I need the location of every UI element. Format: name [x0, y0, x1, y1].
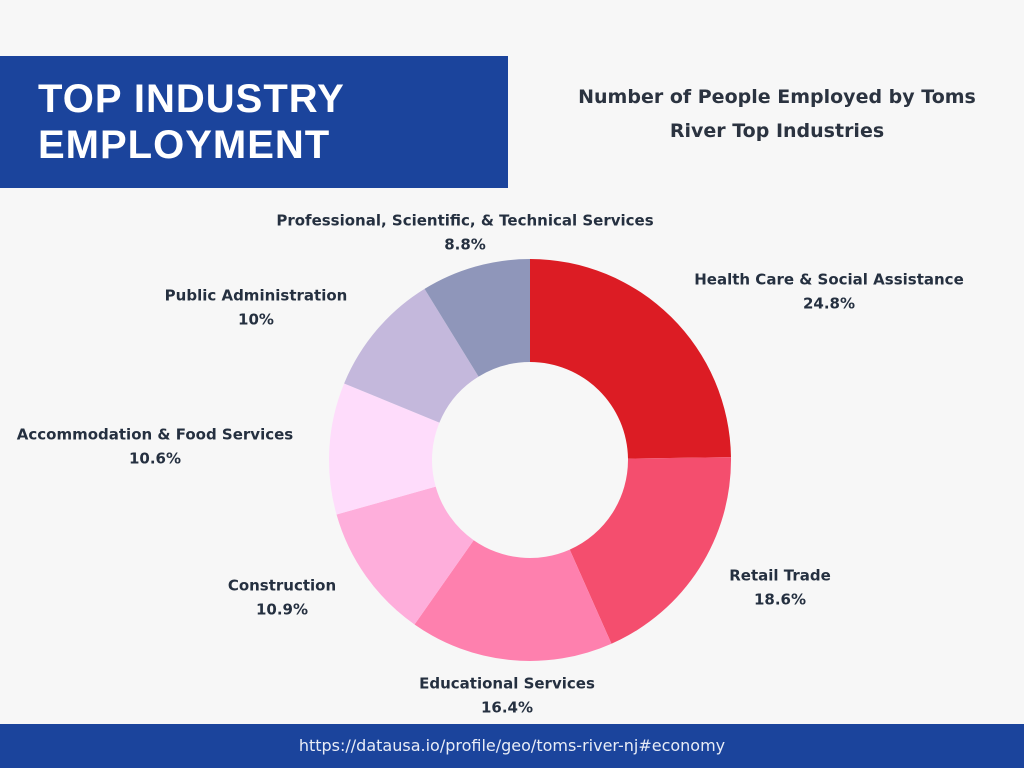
- title-box: TOP INDUSTRY EMPLOYMENT: [0, 56, 508, 188]
- donut-slice: [530, 259, 731, 459]
- chart: Health Care & Social Assistance 24.8% Reta…: [17, 212, 964, 717]
- donut-slice: [414, 540, 612, 661]
- slice-value-label: 16.4%: [481, 699, 533, 717]
- slice-value-label: 24.8%: [803, 295, 855, 313]
- slice-value-label: 10%: [238, 311, 274, 329]
- slice-label: Health Care & Social Assistance: [694, 271, 964, 289]
- slice-value-label: 18.6%: [754, 591, 806, 609]
- source-url: https://datausa.io/profile/geo/toms-rive…: [298, 736, 726, 755]
- donut-slice: [336, 486, 474, 625]
- slice-label: Public Administration: [165, 287, 348, 305]
- slice-label: Professional, Scientific, & Technical Se…: [276, 212, 653, 230]
- donut-slice: [344, 288, 479, 423]
- subtitle: Number of People Employed by Toms River …: [578, 86, 976, 142]
- slice-label: Construction: [228, 577, 336, 595]
- slice-label: Educational Services: [419, 675, 595, 693]
- donut-slice: [569, 457, 731, 644]
- donut-slice: [328, 383, 440, 515]
- slice-label: Retail Trade: [729, 567, 831, 585]
- slice-value-label: 8.8%: [444, 236, 486, 254]
- donut-slice: [424, 259, 530, 377]
- slice-label: Accommodation & Food Services: [17, 426, 294, 444]
- slice-value-label: 10.9%: [256, 601, 308, 619]
- title: TOP INDUSTRY EMPLOYMENT: [38, 77, 345, 167]
- footer: https://datausa.io/profile/geo/toms-rive…: [0, 724, 1024, 768]
- slice-value-label: 10.6%: [129, 450, 181, 468]
